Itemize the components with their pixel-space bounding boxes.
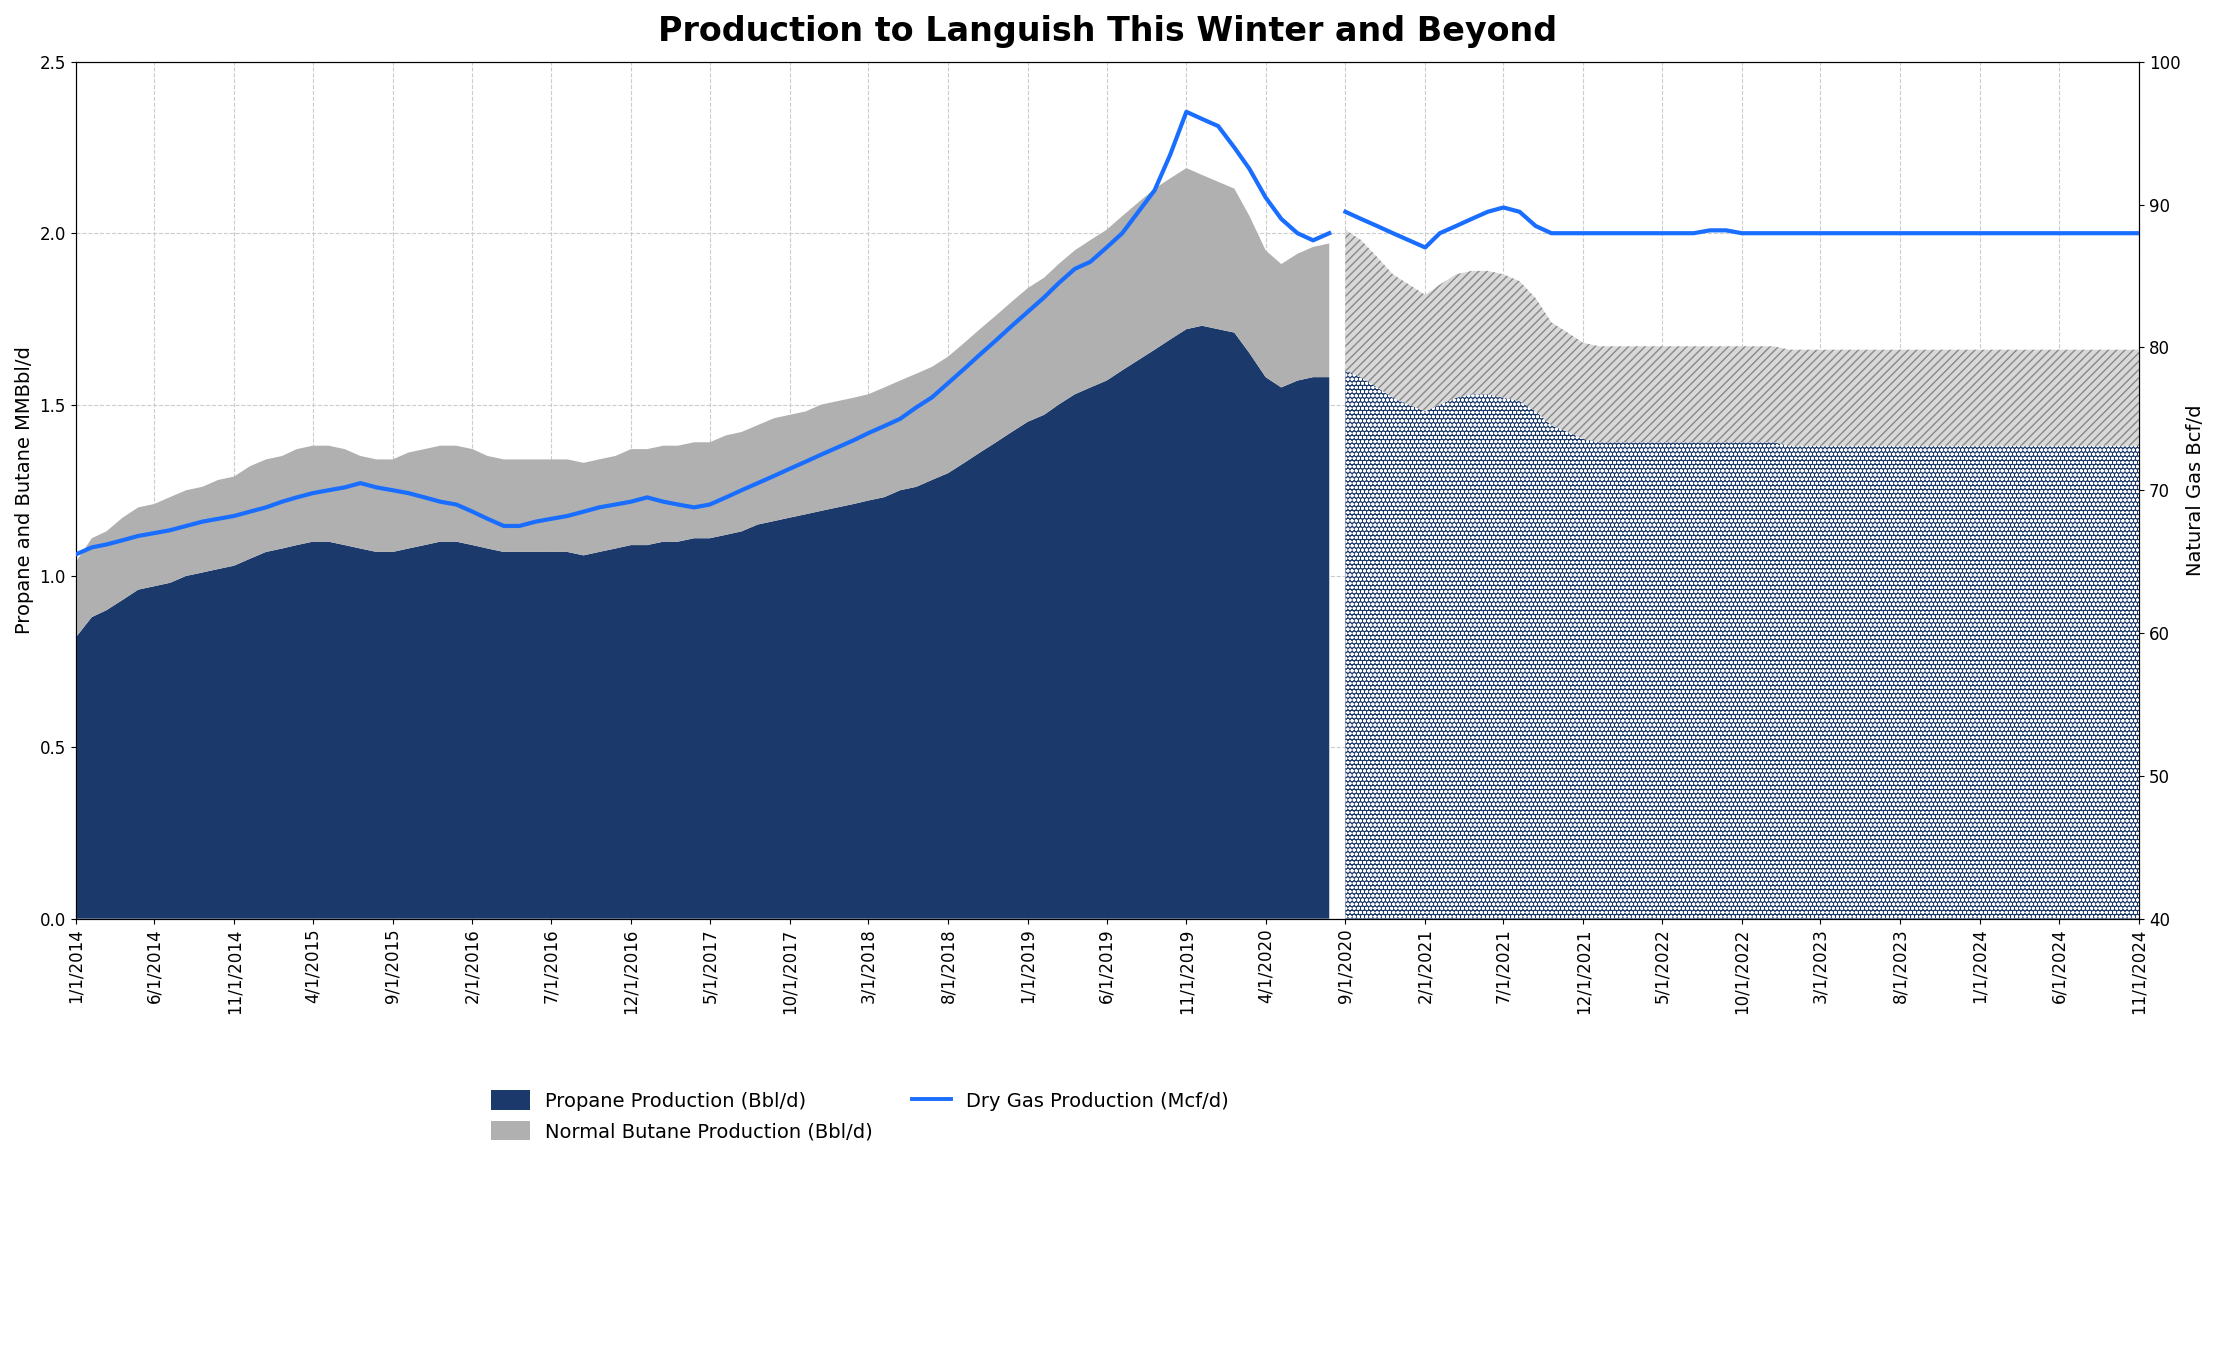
Legend: Propane Production (Bbl/d), Normal Butane Production (Bbl/d), Dry Gas Production: Propane Production (Bbl/d), Normal Butan…: [482, 1083, 1237, 1149]
Y-axis label: Natural Gas Bcf/d: Natural Gas Bcf/d: [2187, 405, 2204, 576]
Title: Production to Languish This Winter and Beyond: Production to Languish This Winter and B…: [657, 15, 1556, 49]
Y-axis label: Propane and Butane MMBbl/d: Propane and Butane MMBbl/d: [16, 347, 33, 634]
